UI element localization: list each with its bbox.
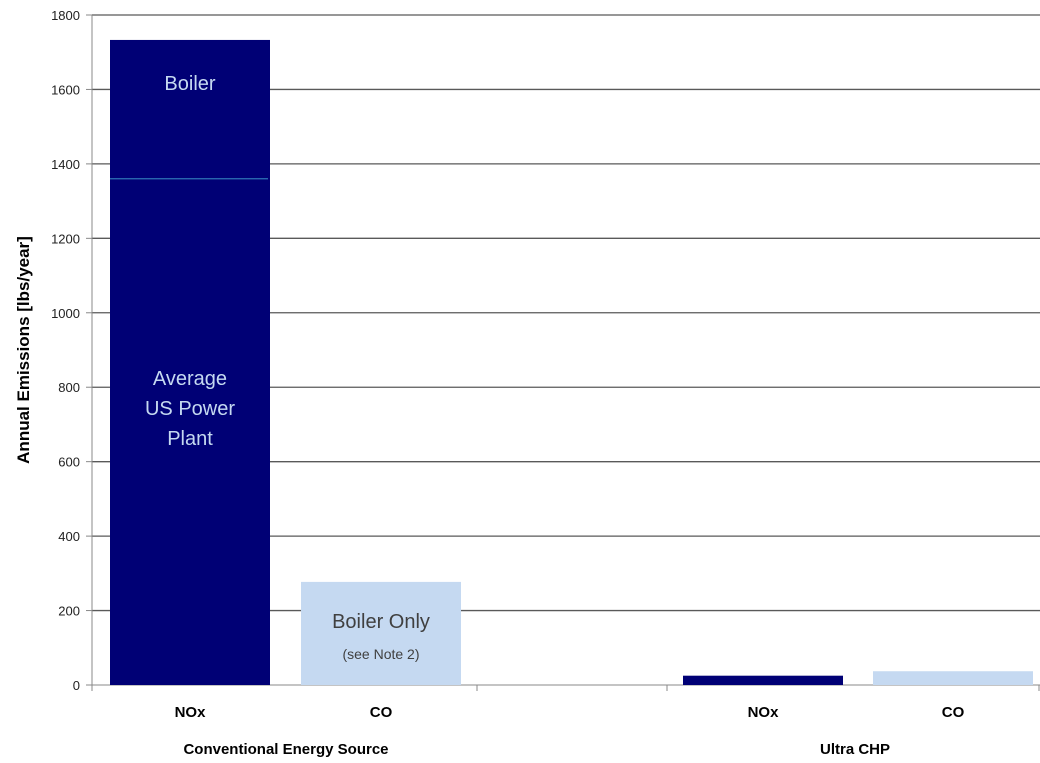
y-axis-label: Annual Emissions [lbs/year] [14, 236, 33, 464]
y-tick-label: 1000 [51, 306, 80, 321]
y-tick-label: 0 [73, 678, 80, 693]
bar-nox-0 [110, 39, 270, 685]
y-tick-label: 1200 [51, 231, 80, 246]
segment-label-power-plant: Average US Power Plant [145, 368, 235, 450]
x-category-label: CO [370, 704, 393, 721]
x-category-label: NOx [175, 704, 207, 721]
bar-annotation-note: (see Note 2) [342, 646, 419, 662]
x-category-label: CO [942, 704, 965, 721]
bar-co-0 [301, 581, 461, 685]
x-group-label: Ultra CHP [820, 741, 890, 758]
labels: 0 200 400 600 800 1000 1200 1400 1600 1800 NOx Boil… [51, 8, 965, 758]
y-tick-label: 600 [58, 455, 80, 470]
y-tick-label: 1400 [51, 157, 80, 172]
segment-label-boiler: Boiler [164, 73, 215, 95]
y-tick-label: 1800 [51, 8, 80, 23]
y-tick-label: 200 [58, 604, 80, 619]
x-category-label: NOx [748, 704, 780, 721]
y-tick-label: 400 [58, 529, 80, 544]
x-group-label: Conventional Energy Source [183, 741, 388, 758]
bar-nox-1 [683, 675, 843, 685]
bar-co-1 [873, 671, 1033, 685]
bars [110, 39, 1033, 685]
y-tick-label: 800 [58, 380, 80, 395]
y-tick-label: 1600 [51, 82, 80, 97]
bar-annotation: Boiler Only [332, 611, 430, 633]
